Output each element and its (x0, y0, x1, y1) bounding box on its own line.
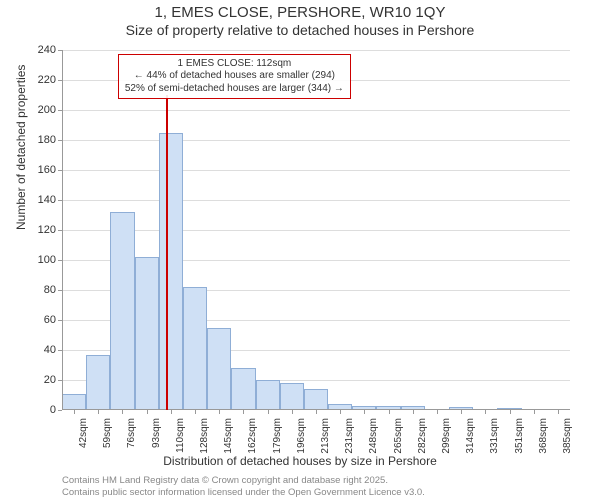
y-axis-line (62, 50, 63, 410)
histogram-bar (159, 133, 183, 411)
x-tick-mark (461, 410, 462, 414)
annotation-line-1: 1 EMES CLOSE: 112sqm (125, 58, 344, 71)
histogram-bar (207, 328, 231, 411)
histogram-bar (256, 380, 280, 410)
x-tick-mark (510, 410, 511, 414)
histogram-bar (183, 287, 207, 410)
y-tick-mark (58, 170, 62, 171)
grid-line (62, 200, 570, 201)
y-tick-mark (58, 200, 62, 201)
y-tick-label: 40 (16, 344, 56, 356)
y-tick-label: 180 (16, 134, 56, 146)
x-tick-mark (74, 410, 75, 414)
y-tick-label: 220 (16, 74, 56, 86)
footer-line-1: Contains HM Land Registry data © Crown c… (62, 475, 425, 486)
x-tick-mark (316, 410, 317, 414)
y-tick-mark (58, 230, 62, 231)
y-tick-label: 140 (16, 194, 56, 206)
y-tick-label: 160 (16, 164, 56, 176)
x-axis-label: Distribution of detached houses by size … (0, 454, 600, 468)
y-tick-label: 80 (16, 284, 56, 296)
histogram-bar (231, 368, 255, 410)
y-tick-mark (58, 350, 62, 351)
grid-line (62, 140, 570, 141)
footer-attribution: Contains HM Land Registry data © Crown c… (62, 475, 425, 498)
x-tick-mark (558, 410, 559, 414)
histogram-bar (86, 355, 110, 411)
histogram-bar (110, 212, 134, 410)
y-tick-mark (58, 320, 62, 321)
y-tick-label: 100 (16, 254, 56, 266)
histogram-bar (280, 383, 304, 410)
y-tick-mark (58, 410, 62, 411)
x-tick-mark (122, 410, 123, 414)
y-tick-mark (58, 140, 62, 141)
grid-line (62, 170, 570, 171)
y-tick-label: 240 (16, 44, 56, 56)
x-tick-mark (437, 410, 438, 414)
histogram-bar (135, 257, 159, 410)
annotation-line-3: 52% of semi-detached houses are larger (… (125, 83, 344, 96)
y-tick-label: 120 (16, 224, 56, 236)
x-tick-mark (292, 410, 293, 414)
x-tick-mark (171, 410, 172, 414)
chart-title-sub: Size of property relative to detached ho… (0, 22, 600, 38)
x-tick-mark (195, 410, 196, 414)
chart-title-block: 1, EMES CLOSE, PERSHORE, WR10 1QY Size o… (0, 0, 600, 38)
histogram-bar (62, 394, 86, 411)
x-tick-mark (147, 410, 148, 414)
y-tick-mark (58, 50, 62, 51)
plot-area: 1 EMES CLOSE: 112sqm ← 44% of detached h… (62, 50, 570, 410)
footer-line-2: Contains public sector information licen… (62, 487, 425, 498)
y-tick-mark (58, 290, 62, 291)
x-tick-mark (98, 410, 99, 414)
x-tick-mark (243, 410, 244, 414)
annotation-box: 1 EMES CLOSE: 112sqm ← 44% of detached h… (118, 54, 351, 100)
y-tick-label: 20 (16, 374, 56, 386)
x-tick-mark (389, 410, 390, 414)
y-tick-mark (58, 110, 62, 111)
y-tick-mark (58, 260, 62, 261)
x-tick-mark (485, 410, 486, 414)
x-tick-mark (413, 410, 414, 414)
y-tick-mark (58, 380, 62, 381)
property-marker-line (166, 95, 168, 410)
y-tick-label: 200 (16, 104, 56, 116)
grid-line (62, 110, 570, 111)
y-tick-label: 60 (16, 314, 56, 326)
histogram-bar (304, 389, 328, 410)
y-tick-mark (58, 80, 62, 81)
chart-title-main: 1, EMES CLOSE, PERSHORE, WR10 1QY (0, 4, 600, 21)
grid-line (62, 50, 570, 51)
y-tick-label: 0 (16, 404, 56, 416)
x-tick-mark (534, 410, 535, 414)
x-tick-mark (219, 410, 220, 414)
annotation-line-2: ← 44% of detached houses are smaller (29… (125, 70, 344, 83)
grid-line (62, 230, 570, 231)
x-tick-mark (340, 410, 341, 414)
x-tick-mark (268, 410, 269, 414)
x-tick-mark (364, 410, 365, 414)
